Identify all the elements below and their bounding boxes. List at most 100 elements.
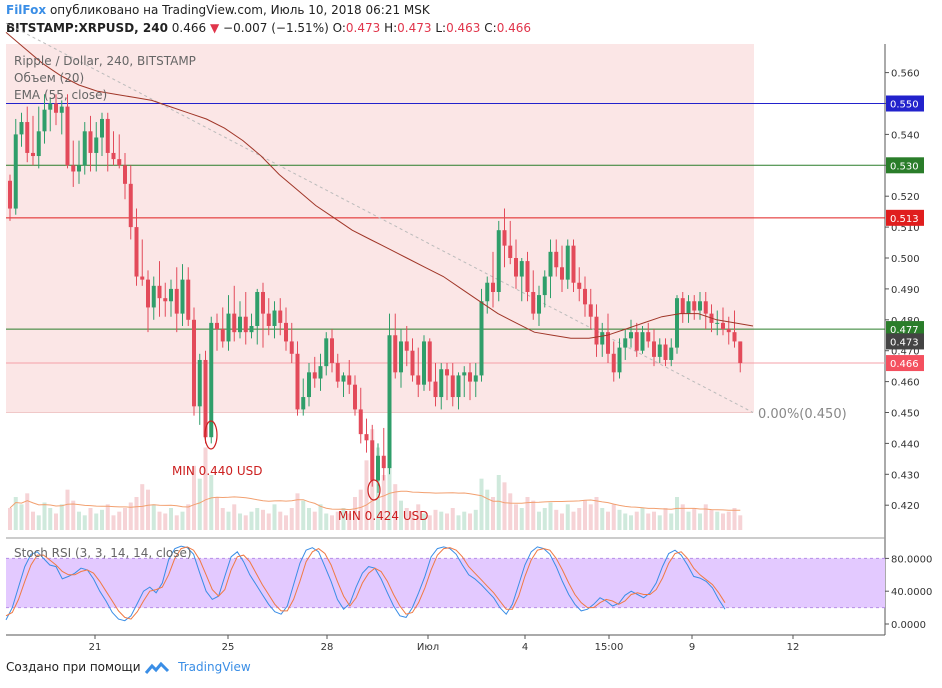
volume-bar [410,511,415,530]
candle [657,338,662,364]
author-name[interactable]: FilFox [6,3,47,17]
volume-bar [606,511,610,530]
candle [192,307,196,416]
candle [272,301,277,339]
volume-bar [174,515,179,530]
candle [364,418,369,453]
volume-bar [128,502,133,530]
candle [680,291,685,323]
volume-bar [8,508,12,530]
candle-body [600,332,605,345]
candle [65,94,70,169]
candle-body [278,310,283,323]
volume-bar [531,500,536,530]
candle [128,165,133,240]
candle-body [347,375,352,385]
candle [629,319,633,348]
candle [278,298,283,336]
volume-bar [157,511,162,530]
candle-body [261,291,265,314]
candle-body [353,384,357,410]
price-tick-label: 0.450 [891,409,920,420]
candle [140,239,145,286]
tradingview-logo-icon[interactable] [144,660,170,674]
candle [726,316,731,345]
candle [330,329,334,373]
candle-body [738,341,743,364]
price-tick-label: 0.490 [891,285,920,296]
volume-bar [502,482,507,530]
volume-bar [554,509,559,530]
volume-bar [709,509,714,530]
level-price-label: 0.477 [890,325,919,336]
level-price-label-bg [886,209,924,226]
candle [255,288,260,345]
candle [71,140,76,187]
candle-body [284,322,288,342]
volume-bar [71,500,76,530]
candle-body [433,381,438,398]
highlight-zone [6,44,754,413]
candle [146,270,150,333]
volume-bar [169,508,173,530]
candle [307,363,311,407]
volume-bar [77,511,81,530]
volume-bar [59,504,64,530]
candle [163,282,168,317]
candle [732,310,737,348]
candle-body [381,455,386,469]
volume-bar [243,515,248,530]
volume-bar [703,504,708,530]
candle-body [646,332,651,342]
candle-body [140,276,145,280]
candle [186,267,191,326]
candle-body [531,291,536,314]
candle [358,387,363,444]
chart-title: Ripple / Dollar, 240, BITSTAMP [14,54,196,68]
candle-body [473,375,478,382]
volume-bar [123,508,127,530]
candle-body [652,341,656,357]
volume-bar [180,511,185,530]
candle-body [169,288,173,302]
candle-body [192,319,196,407]
volume-bar [525,497,530,530]
candle-body [105,118,110,153]
volume-bar [197,478,202,530]
candle-body [399,341,403,373]
candle [686,295,691,323]
candle [123,152,127,200]
volume-bar [111,515,116,530]
candle [663,338,668,367]
stoch-d-line [5,546,726,620]
candle [19,112,24,147]
candle-body [36,131,41,157]
candle-body [462,372,467,376]
volume-bar [215,497,219,530]
ema-legend: EMA (55, close) [14,88,107,102]
tradingview-link[interactable]: TradingView [178,660,251,674]
candle-body [479,301,484,376]
volume-bar [209,475,214,530]
time-tick-label: 28 [321,642,334,650]
candle-body [657,344,662,357]
candle-body [445,369,449,376]
candle [169,279,173,317]
candle-body [554,251,559,268]
candle-body [151,285,156,308]
volume-bar [479,478,484,530]
candle-body [82,131,87,166]
stoch-tick-label: 40.0000 [891,587,932,598]
price-chart[interactable]: 0.560 0.550 0.540 0.530 0.520 0.510 0.500 0.490… [0,0,942,650]
candle-body [715,322,720,324]
candle [289,322,294,364]
candle [560,245,564,292]
candle [31,115,35,166]
volume-bar [675,497,679,530]
candle-body [422,341,426,385]
candle-body [25,122,30,153]
candle [215,313,219,351]
volume-bar [312,511,317,530]
volume-bar [617,509,622,530]
time-tick-label: 21 [89,642,102,650]
